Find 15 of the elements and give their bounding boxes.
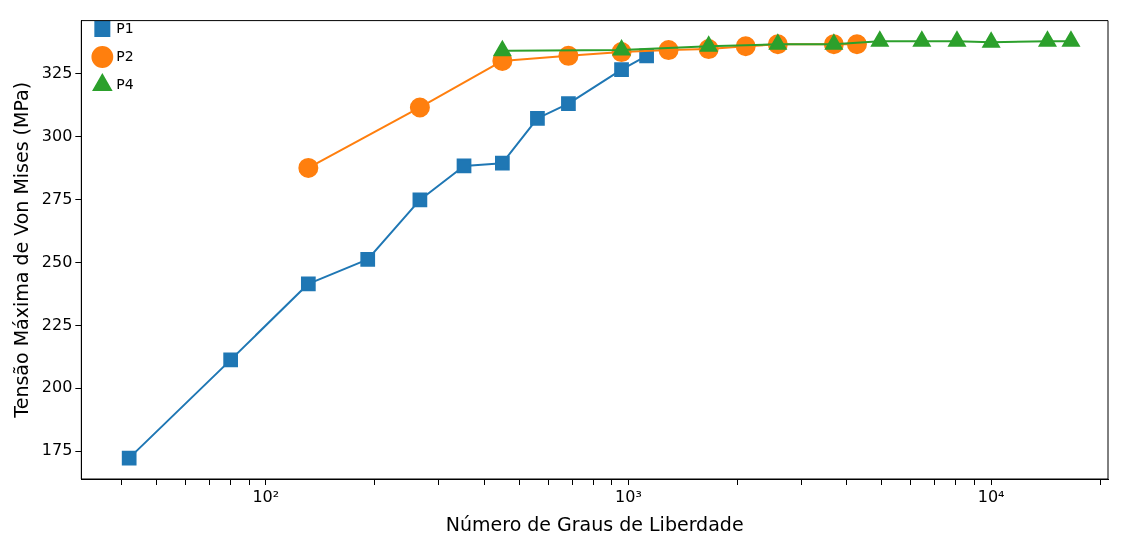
y-axis-title: Tensão Máxima de Von Mises (MPa) — [10, 81, 33, 419]
legend-label: P4 — [116, 75, 134, 92]
y-tick-label: 275 — [41, 188, 73, 208]
y-tick-label: 300 — [41, 125, 73, 145]
y-tick-label: 225 — [41, 314, 73, 334]
y-tick-label: 325 — [41, 62, 73, 82]
y-tick-label: 250 — [41, 251, 73, 271]
y-tick-label: 200 — [41, 377, 73, 397]
y-tick-label: 175 — [41, 440, 73, 460]
x-tick-label: 10⁴ — [977, 486, 1005, 506]
x-tick-label: 10² — [252, 486, 280, 506]
legend-label: P2 — [116, 47, 134, 64]
x-tick-label: 10³ — [615, 486, 642, 506]
legend-label: P1 — [116, 19, 134, 36]
x-axis-title: Número de Graus de Liberdade — [445, 512, 744, 535]
